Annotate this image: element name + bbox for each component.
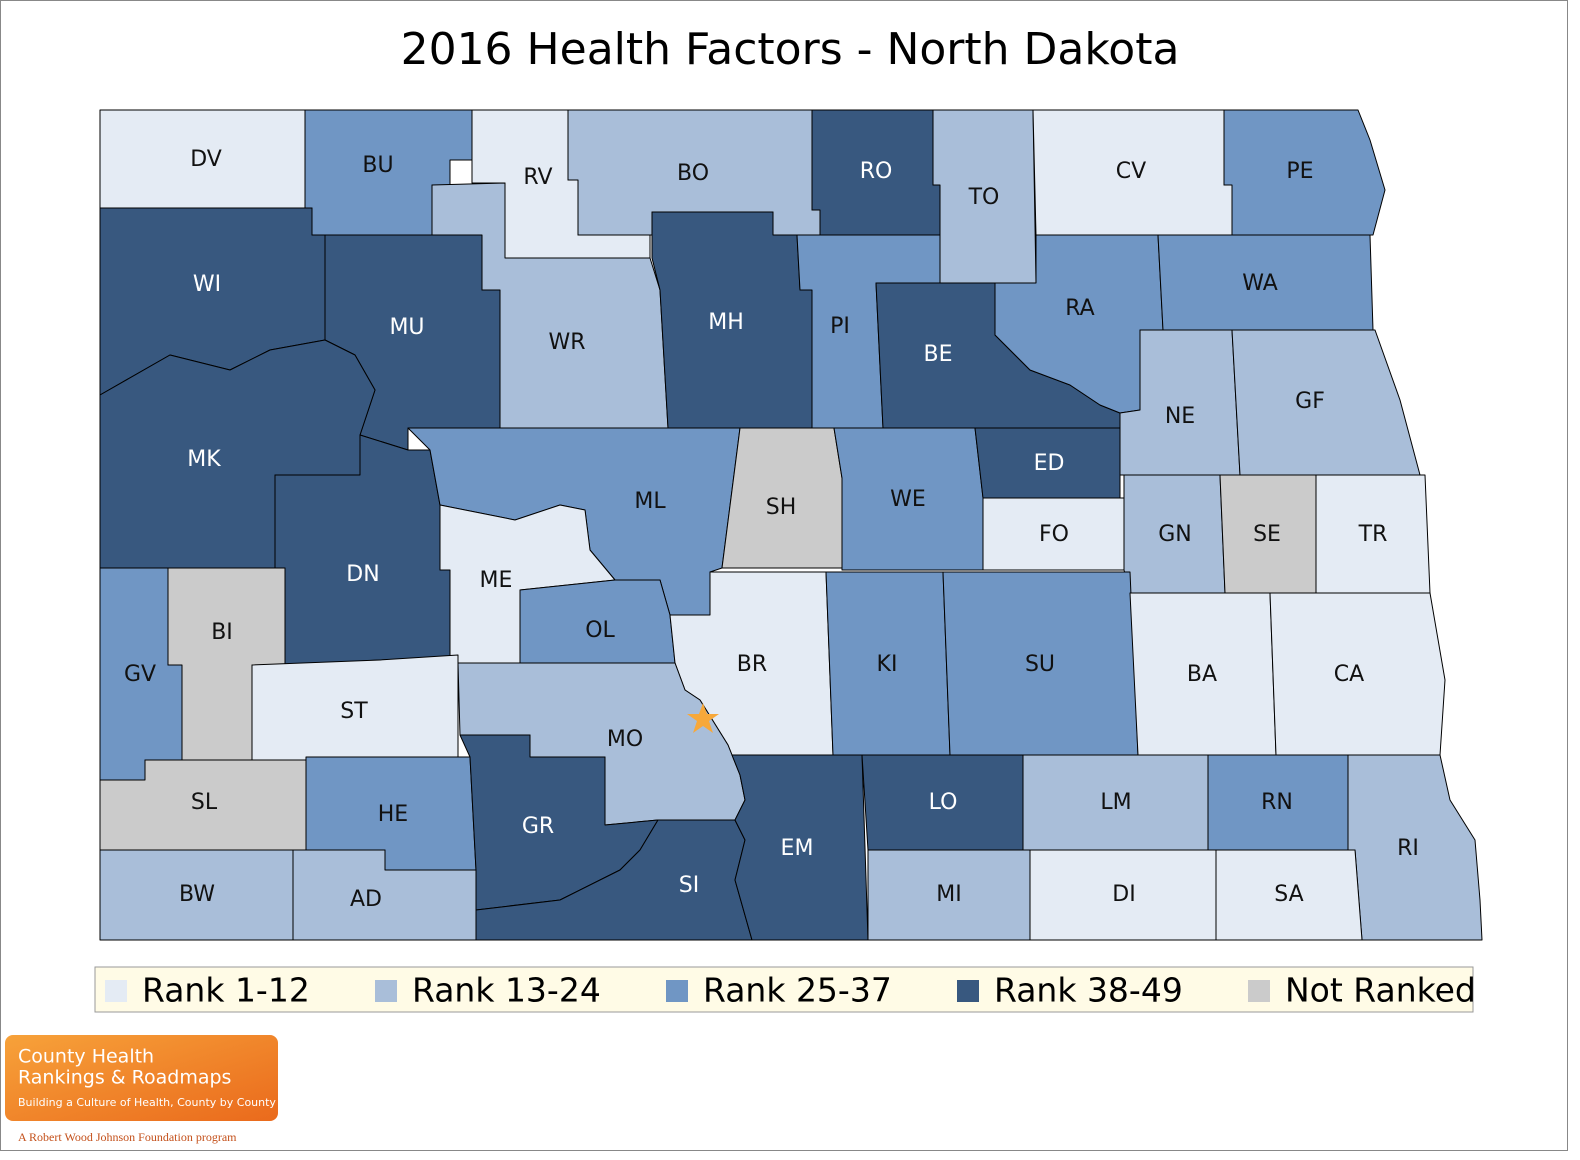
county-label: EM	[781, 836, 814, 861]
county-label: BE	[924, 342, 953, 367]
logo-line: Rankings & Roadmaps	[18, 1067, 231, 1089]
capital-star	[687, 703, 719, 733]
county	[731, 754, 869, 941]
county-label: TR	[1358, 522, 1388, 547]
county-label: WI	[193, 272, 221, 297]
logo-tagline: Building a Culture of Health, County by …	[18, 1096, 276, 1109]
county-label: RN	[1261, 790, 1293, 815]
legend-swatch	[375, 980, 397, 1002]
county-label: WR	[548, 330, 585, 355]
county-label: BA	[1187, 662, 1217, 687]
logo-badge	[5, 1035, 278, 1121]
county-label: GR	[522, 814, 554, 839]
county-label: MK	[187, 447, 221, 472]
county-label: CV	[1116, 159, 1146, 184]
legend-label: Rank 13-24	[412, 971, 601, 1010]
county-label: RI	[1397, 836, 1419, 861]
county-label: KI	[877, 652, 898, 677]
county-label: BI	[211, 620, 233, 645]
county-label: BR	[737, 652, 767, 677]
county-label: DI	[1112, 882, 1135, 907]
county-label: OL	[585, 618, 615, 643]
county-label: WA	[1242, 271, 1278, 296]
county	[1215, 849, 1363, 941]
legend-swatch	[957, 980, 979, 1002]
county-label: SE	[1253, 522, 1281, 547]
county-label: RA	[1065, 296, 1094, 321]
county-label: ED	[1034, 451, 1065, 476]
map-title: 2016 Health Factors - North Dakota	[401, 24, 1180, 75]
county-label: WE	[890, 487, 926, 512]
legend-label: Rank 38-49	[994, 971, 1183, 1010]
legend-label: Not Ranked	[1285, 971, 1476, 1010]
county-label: SL	[191, 790, 218, 815]
legend-label: Rank 1-12	[142, 971, 310, 1010]
county-label: NE	[1165, 404, 1195, 429]
county-label: ML	[634, 489, 666, 514]
county-label: GV	[124, 662, 156, 687]
county-label: ME	[480, 568, 513, 593]
county-label: SU	[1025, 652, 1055, 677]
county-label: RV	[523, 165, 552, 190]
county-label: BO	[677, 161, 709, 186]
county-label: SH	[766, 495, 797, 520]
county-label: FO	[1039, 522, 1069, 547]
county-label: DV	[190, 147, 222, 172]
legend-swatch	[1248, 980, 1270, 1002]
legend-label: Rank 25-37	[703, 971, 892, 1010]
county	[1269, 592, 1446, 756]
county-label: GF	[1295, 389, 1325, 414]
county-label: SI	[679, 873, 699, 898]
county-label: CA	[1334, 662, 1364, 687]
county	[1223, 109, 1386, 236]
legend-box	[94, 966, 1474, 1013]
county-label: LO	[929, 790, 958, 815]
county-label: MU	[389, 315, 424, 340]
county-label: MI	[936, 882, 961, 907]
county-label: MO	[607, 727, 643, 752]
legend-swatch	[105, 980, 127, 1002]
logo-line: County Health	[18, 1046, 154, 1068]
county-label: PE	[1286, 159, 1313, 184]
county-label: DN	[346, 562, 379, 587]
county-label: LM	[1100, 790, 1131, 815]
county-label: MH	[708, 310, 744, 335]
logo-footer: A Robert Wood Johnson Foundation program	[18, 1130, 237, 1144]
county-label: AD	[350, 887, 382, 912]
county-label: ST	[340, 699, 368, 724]
county-label: BW	[179, 882, 215, 907]
county	[292, 849, 477, 941]
county	[1231, 329, 1421, 476]
county-label: GN	[1158, 522, 1192, 547]
county-label: TO	[968, 185, 1000, 210]
county-label: HE	[378, 802, 408, 827]
county-label: BU	[362, 153, 393, 178]
county-label: PI	[830, 314, 850, 339]
legend-swatch	[666, 980, 688, 1002]
counties: DV BU RV BO RO TO CV PE WI MU WR MH PI BE RA WA NE GF MK DN…	[99, 109, 1483, 941]
legend: Rank 1-12 Rank 13-24 Rank 25-37 Rank 38-49 N…	[105, 971, 1476, 1010]
county-label: SA	[1274, 882, 1303, 907]
county-label: RO	[860, 159, 893, 184]
